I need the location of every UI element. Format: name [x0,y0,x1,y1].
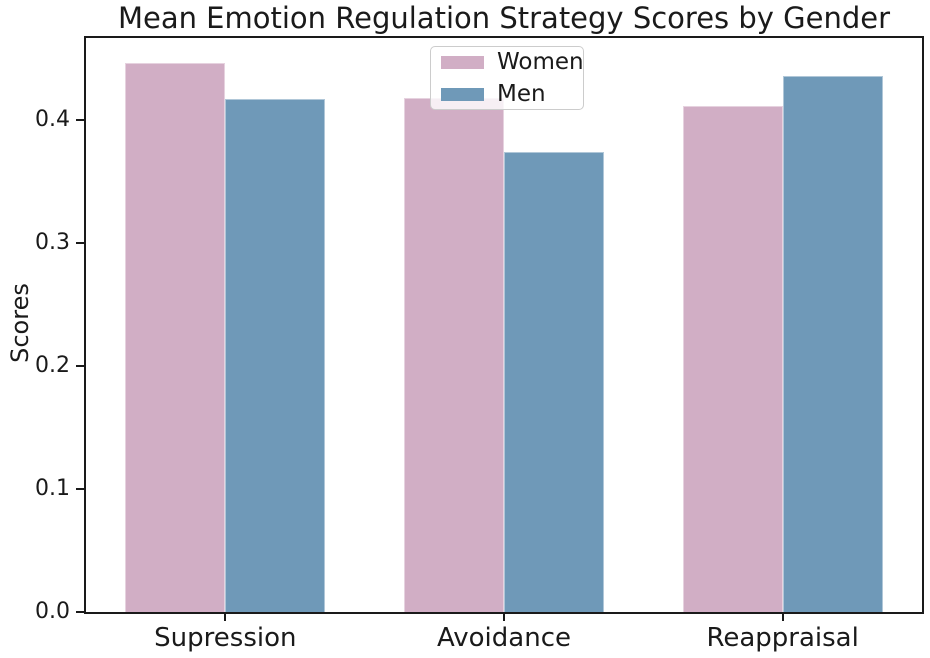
x-tick-mark [224,614,227,621]
x-tick-label-supression: Supression [154,623,297,653]
bar-men-supression [225,99,326,612]
plot-area [84,36,924,614]
bar-men-avoidance [504,152,604,612]
y-tick-mark [76,611,84,613]
x-tick-label-reappraisal: Reappraisal [706,623,859,653]
legend-label-women: Women [497,48,584,75]
y-tick-mark [76,365,84,368]
legend-row-men: Men [441,80,573,107]
legend-swatch-men [441,87,484,101]
legend-label-men: Men [497,80,546,107]
x-tick-mark [781,614,784,621]
legend-swatch-women [441,55,484,69]
y-tick-mark [76,119,84,122]
y-tick-label: 0.2 [35,353,70,379]
y-tick-label: 0.3 [35,230,70,256]
y-tick-mark [76,242,84,245]
y-tick-label: 0.0 [35,599,70,624]
x-tick-mark [503,614,505,621]
legend-row-women: Women [441,50,584,74]
y-tick-mark [76,488,84,491]
bar-women-supression [125,63,226,612]
y-tick-label: 0.1 [35,476,70,502]
chart-title: Mean Emotion Regulation Strategy Scores … [117,1,891,35]
bar-men-reappraisal [782,76,883,612]
bar-women-reappraisal [682,106,783,612]
bar-women-avoidance [404,98,504,612]
y-tick-label: 0.4 [35,107,70,133]
x-tick-label-avoidance: Avoidance [437,623,571,653]
legend: Women Men [430,46,584,110]
